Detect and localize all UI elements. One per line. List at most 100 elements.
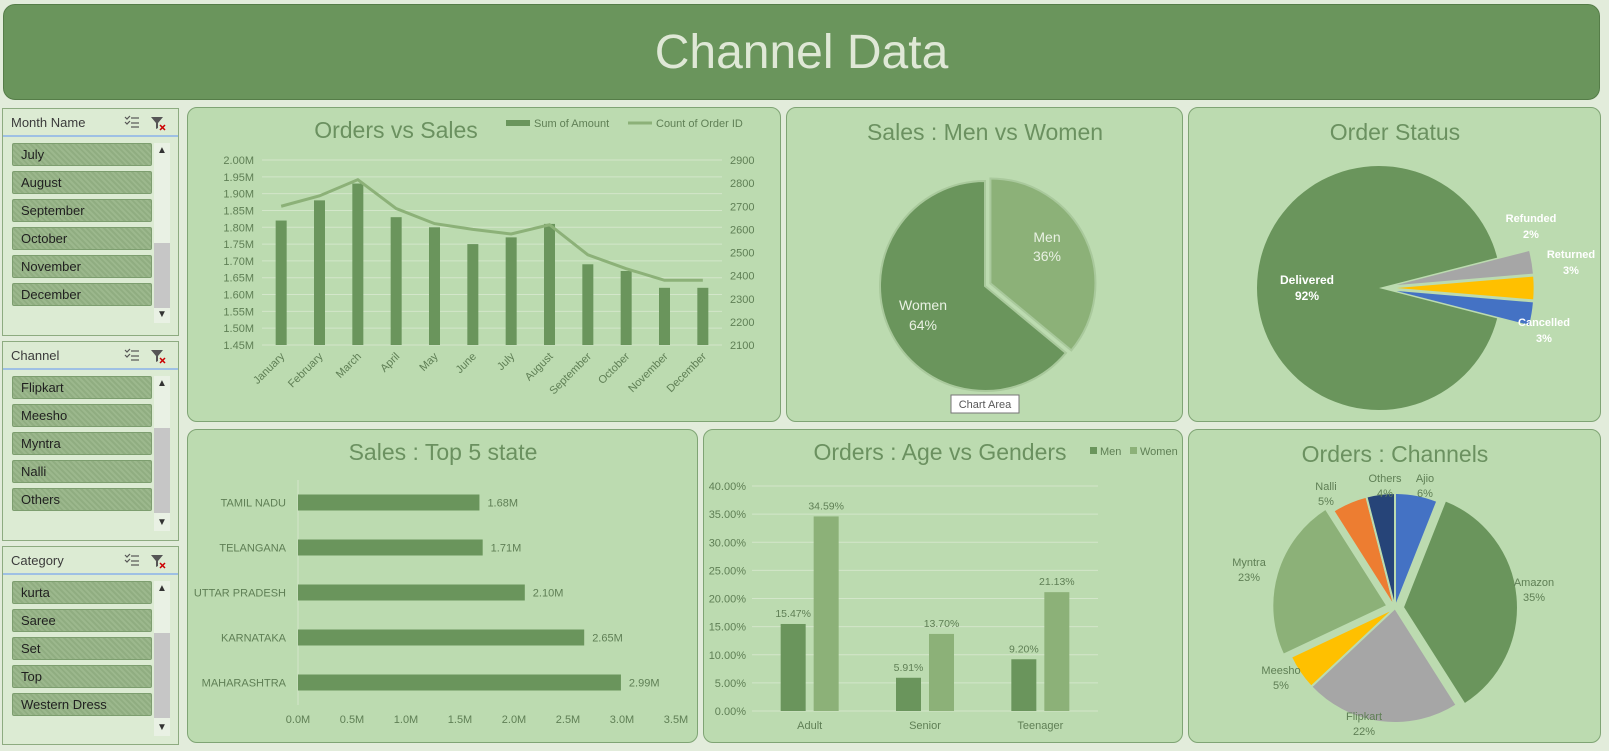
slicer-item[interactable]: kurta [12,581,152,604]
slicer-item[interactable]: Top [12,665,152,688]
chart-orders-age-genders[interactable]: Orders : Age vs Genders Men Women 40.00% 35.… [703,429,1183,743]
scroll-thumb[interactable] [154,428,170,513]
data-label: 1.71M [491,543,522,555]
y2-tick-label: 2400 [730,271,754,283]
slicer-item-list: July August September October November Decemb… [12,143,152,311]
clear-filter-icon[interactable] [150,115,166,131]
chart-title: Order Status [1330,119,1460,145]
slicer-title: Category [11,552,64,568]
orders-channels-plot: Orders : Channels Ajio 6% Amazon 35% Flipkart… [1232,441,1554,738]
scroll-down-icon[interactable]: ▼ [157,517,167,528]
multi-select-icon[interactable] [124,348,140,362]
slicer-scrollbar[interactable]: ▲ ▼ [154,581,170,736]
legend-swatch-women [1130,447,1137,454]
scroll-down-icon[interactable]: ▼ [157,309,167,320]
y2-tick-label: 2100 [730,340,754,352]
pie-slice [1397,276,1534,300]
slicer-item[interactable]: Set [12,637,152,660]
x-tick-label: September [547,350,594,397]
chart-orders-channels[interactable]: Orders : Channels Ajio 6% Amazon 35% Flipkart… [1188,429,1601,743]
scroll-up-icon[interactable]: ▲ [157,378,167,389]
slice-label: 35% [1523,592,1545,604]
slicer-item[interactable]: December [12,283,152,306]
y-tick-label: 25.00% [709,565,747,577]
x-tick-label: Adult [797,720,822,732]
clear-filter-icon[interactable] [150,553,166,569]
slicer-channel[interactable]: Channel Flipkart Meesho Myntra Nalli Others … [2,341,179,541]
y-tick-label: 1.90M [223,189,254,201]
data-label: 9.20% [1009,643,1039,655]
y-tick-label: MAHARASHTRA [202,678,287,690]
x-tick-label: 2.5M [556,714,580,726]
slicer-month-name[interactable]: Month Name July August September October Nov… [2,108,179,336]
slicer-item-list: kurta Saree Set Top Western Dress [12,581,152,721]
y-tick-label: 1.60M [223,290,254,302]
slicer-scrollbar[interactable]: ▲ ▼ [154,376,170,531]
slicer-item[interactable]: September [12,199,152,222]
slicer-item[interactable]: November [12,255,152,278]
chart-orders-vs-sales[interactable]: Orders vs Sales Sum of Amount Count of Ord… [187,107,781,422]
order-status-plot: Order Status Delivered 92% Refunded 2% Return… [1257,119,1595,410]
slice-label: Men [1033,229,1060,245]
dashboard-title: Channel Data [654,25,949,79]
slicer-item[interactable]: October [12,227,152,250]
bar [467,244,479,345]
x-tick-label: 3.5M [664,714,688,726]
multi-select-icon[interactable] [124,553,140,567]
pie-slice [1309,606,1459,724]
legend-label: Count of Order ID [656,118,743,130]
scroll-up-icon[interactable]: ▲ [157,145,167,156]
slice-label: 5% [1318,496,1334,508]
data-label: 34.59% [808,500,844,512]
slicer-item[interactable]: Western Dress [12,693,152,716]
slice-label: 2% [1523,229,1539,241]
clear-filter-icon[interactable] [150,348,166,364]
slice-label: Others [1368,473,1402,485]
multi-select-icon[interactable] [124,115,140,129]
pie-slice [1396,251,1533,285]
slicer-item[interactable]: Flipkart [12,376,152,399]
slicer-item[interactable]: July [12,143,152,166]
y2-tick-label: 2200 [730,317,754,329]
slicer-item[interactable]: August [12,171,152,194]
data-label: 15.47% [775,608,811,620]
chart-sales-men-women[interactable]: Sales : Men vs Women Men 36% Women 64% Chart … [786,107,1183,422]
scroll-down-icon[interactable]: ▼ [157,722,167,733]
slice-label: 5% [1273,680,1289,692]
bar [275,220,287,345]
bar [544,223,555,345]
slicer-item[interactable]: Saree [12,609,152,632]
y-tick-label: 1.55M [223,306,254,318]
y-tick-label: 1.70M [223,256,254,268]
data-label: 5.91% [894,662,924,674]
bar [314,200,325,345]
bar [298,584,525,601]
scroll-thumb[interactable] [154,243,170,308]
chart-sales-top-5-state[interactable]: Sales : Top 5 state TAMIL NADU 1.68M TELANG… [187,429,698,743]
chart-order-status[interactable]: Order Status Delivered 92% Refunded 2% Return… [1188,107,1601,422]
bar [298,674,621,691]
slicer-item[interactable]: Nalli [12,460,152,483]
x-tick-label: 2.0M [502,714,526,726]
slicer-item[interactable]: Myntra [12,432,152,455]
slicer-item[interactable]: Meesho [12,404,152,427]
bar [298,629,585,646]
pie-slice [1271,507,1389,657]
slicer-scrollbar[interactable]: ▲ ▼ [154,143,170,323]
data-label: 2.65M [592,633,623,645]
data-label: 1.68M [487,498,518,510]
scroll-up-icon[interactable]: ▲ [157,583,167,594]
y2-tick-label: 2600 [730,224,754,236]
chart-title: Orders vs Sales [314,117,478,143]
slice-label: 4% [1377,488,1393,500]
slicer-item[interactable]: Others [12,488,152,511]
y-tick-label: 15.00% [709,622,747,634]
y-tick-label: 1.85M [223,205,254,217]
slice-label: 6% [1417,488,1433,500]
data-label: 21.13% [1039,576,1075,588]
y-tick-label: 1.50M [223,323,254,335]
slicer-header: Category [3,547,178,575]
scroll-thumb[interactable] [154,633,170,718]
slice-label: Ajio [1416,473,1434,485]
slicer-category[interactable]: Category kurta Saree Set Top Western Dress ▲… [2,546,179,745]
